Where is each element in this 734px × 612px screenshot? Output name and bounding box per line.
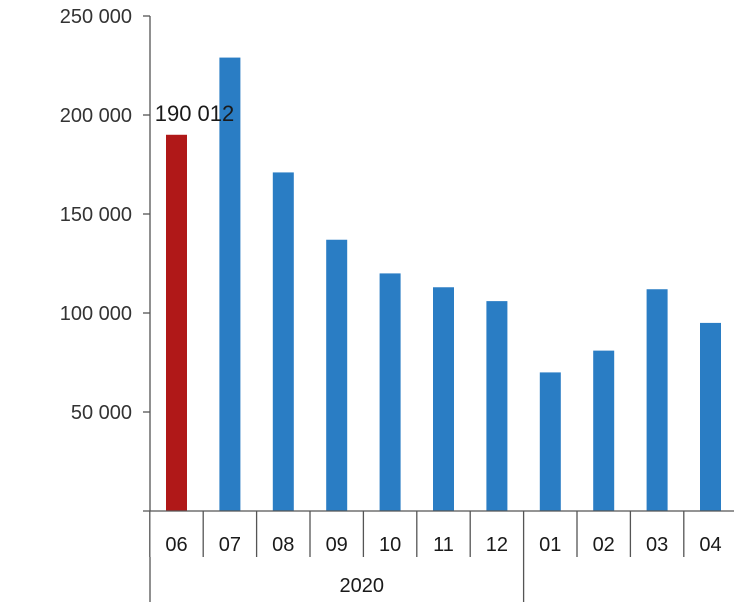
y-tick-label: 50 000 <box>71 402 132 424</box>
bar <box>539 372 561 511</box>
y-tick-label: 200 000 <box>60 105 132 127</box>
data-label: 190 012 <box>155 101 235 126</box>
x-tick-label: 06 <box>165 534 187 556</box>
x-tick-label: 01 <box>539 534 561 556</box>
bars <box>166 57 721 512</box>
y-tick-label: 150 000 <box>60 204 132 226</box>
x-tick-label: 03 <box>646 534 668 556</box>
x-tick-label: 02 <box>593 534 615 556</box>
bar <box>433 287 454 511</box>
bar <box>486 301 508 511</box>
x-tick-label: 07 <box>219 534 241 556</box>
x-tick-label: 09 <box>326 534 348 556</box>
x-group-label: 2020 <box>340 575 385 597</box>
y-axis: 50 000 100 000 150 000 200 000 250 000 <box>60 6 151 511</box>
bar <box>166 134 187 511</box>
bar <box>593 350 615 511</box>
bar <box>326 239 348 512</box>
y-tick-label: 250 000 <box>60 6 132 28</box>
x-tick-label: 11 <box>433 534 454 556</box>
data-labels: 190 012 <box>155 101 235 126</box>
x-tick-label: 08 <box>272 534 294 556</box>
bar <box>219 57 241 512</box>
x-tick-label: 12 <box>486 534 508 556</box>
x-axis: 06 07 08 09 10 11 12 01 02 03 04 2020 <box>143 510 734 602</box>
bar <box>379 273 401 511</box>
x-tick-label: 10 <box>379 534 401 556</box>
bar <box>700 322 721 511</box>
bar <box>272 172 294 512</box>
y-tick-label: 100 000 <box>60 303 132 325</box>
x-tick-label: 04 <box>699 534 721 556</box>
bar <box>646 289 668 511</box>
